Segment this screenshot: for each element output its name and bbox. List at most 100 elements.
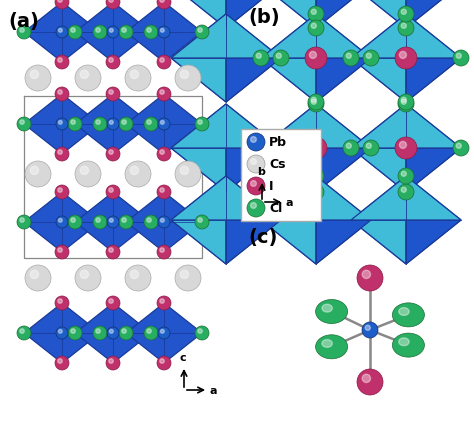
Circle shape bbox=[357, 265, 383, 291]
Circle shape bbox=[195, 215, 209, 229]
Circle shape bbox=[157, 356, 171, 370]
Circle shape bbox=[276, 53, 282, 58]
Polygon shape bbox=[171, 14, 226, 102]
Circle shape bbox=[119, 215, 133, 229]
Circle shape bbox=[20, 218, 24, 222]
Circle shape bbox=[160, 28, 164, 32]
Circle shape bbox=[58, 121, 62, 124]
Circle shape bbox=[401, 23, 406, 28]
Circle shape bbox=[106, 296, 120, 310]
Circle shape bbox=[107, 118, 119, 130]
Polygon shape bbox=[24, 303, 100, 363]
Text: c: c bbox=[180, 353, 186, 363]
Circle shape bbox=[180, 166, 189, 174]
Circle shape bbox=[68, 326, 82, 340]
Circle shape bbox=[125, 161, 151, 187]
Polygon shape bbox=[261, 176, 371, 220]
Circle shape bbox=[130, 70, 138, 79]
Circle shape bbox=[198, 218, 202, 222]
Circle shape bbox=[75, 265, 101, 291]
Text: I: I bbox=[269, 180, 273, 193]
Circle shape bbox=[130, 270, 138, 278]
Circle shape bbox=[71, 120, 75, 124]
Circle shape bbox=[308, 20, 324, 36]
Circle shape bbox=[109, 299, 113, 303]
Polygon shape bbox=[171, 220, 281, 264]
Circle shape bbox=[395, 47, 417, 69]
Circle shape bbox=[55, 185, 69, 199]
Ellipse shape bbox=[399, 308, 409, 316]
Circle shape bbox=[310, 52, 317, 59]
Circle shape bbox=[96, 218, 100, 222]
Circle shape bbox=[17, 25, 31, 39]
Polygon shape bbox=[351, 0, 461, 28]
Circle shape bbox=[346, 53, 351, 58]
Circle shape bbox=[106, 147, 120, 161]
Circle shape bbox=[401, 171, 406, 176]
Circle shape bbox=[107, 327, 119, 339]
Circle shape bbox=[119, 326, 133, 340]
Circle shape bbox=[147, 28, 151, 32]
Circle shape bbox=[158, 216, 170, 228]
Polygon shape bbox=[261, 14, 371, 58]
Circle shape bbox=[158, 26, 170, 38]
Circle shape bbox=[160, 58, 164, 62]
Circle shape bbox=[401, 9, 406, 14]
Polygon shape bbox=[351, 176, 461, 220]
Circle shape bbox=[122, 218, 126, 222]
Circle shape bbox=[56, 327, 68, 339]
Circle shape bbox=[122, 28, 126, 32]
Circle shape bbox=[343, 140, 359, 156]
Circle shape bbox=[157, 87, 171, 101]
Polygon shape bbox=[351, 220, 461, 264]
Circle shape bbox=[160, 90, 164, 94]
Ellipse shape bbox=[392, 303, 424, 327]
Text: b: b bbox=[257, 167, 265, 177]
Circle shape bbox=[456, 53, 461, 58]
Polygon shape bbox=[171, 0, 281, 28]
Circle shape bbox=[144, 326, 158, 340]
Circle shape bbox=[198, 120, 202, 124]
Circle shape bbox=[55, 0, 69, 9]
Polygon shape bbox=[75, 303, 151, 363]
Polygon shape bbox=[171, 148, 281, 192]
Circle shape bbox=[71, 329, 75, 333]
Circle shape bbox=[311, 9, 316, 14]
Circle shape bbox=[160, 329, 164, 333]
Polygon shape bbox=[171, 104, 281, 148]
Circle shape bbox=[401, 187, 406, 192]
Circle shape bbox=[125, 265, 151, 291]
Ellipse shape bbox=[322, 340, 332, 347]
Circle shape bbox=[125, 65, 151, 91]
Circle shape bbox=[109, 58, 113, 62]
Circle shape bbox=[247, 133, 265, 151]
Circle shape bbox=[55, 356, 69, 370]
Polygon shape bbox=[75, 2, 151, 62]
Circle shape bbox=[398, 20, 414, 36]
Circle shape bbox=[305, 47, 327, 69]
Circle shape bbox=[308, 96, 324, 112]
Text: (a): (a) bbox=[8, 12, 39, 31]
Circle shape bbox=[395, 137, 417, 159]
Circle shape bbox=[144, 215, 158, 229]
Circle shape bbox=[147, 329, 151, 333]
Circle shape bbox=[195, 117, 209, 131]
Circle shape bbox=[362, 374, 371, 382]
Circle shape bbox=[56, 26, 68, 38]
Circle shape bbox=[68, 215, 82, 229]
Circle shape bbox=[106, 0, 120, 9]
Circle shape bbox=[75, 65, 101, 91]
Circle shape bbox=[308, 94, 324, 110]
Text: a: a bbox=[286, 198, 293, 208]
Circle shape bbox=[160, 0, 164, 2]
Circle shape bbox=[58, 188, 62, 192]
Circle shape bbox=[58, 150, 62, 154]
Circle shape bbox=[58, 28, 62, 32]
Polygon shape bbox=[406, 176, 461, 264]
Polygon shape bbox=[171, 58, 281, 102]
Circle shape bbox=[195, 326, 209, 340]
Polygon shape bbox=[351, 58, 461, 102]
Circle shape bbox=[109, 90, 113, 94]
Circle shape bbox=[310, 142, 317, 149]
Polygon shape bbox=[171, 176, 226, 264]
